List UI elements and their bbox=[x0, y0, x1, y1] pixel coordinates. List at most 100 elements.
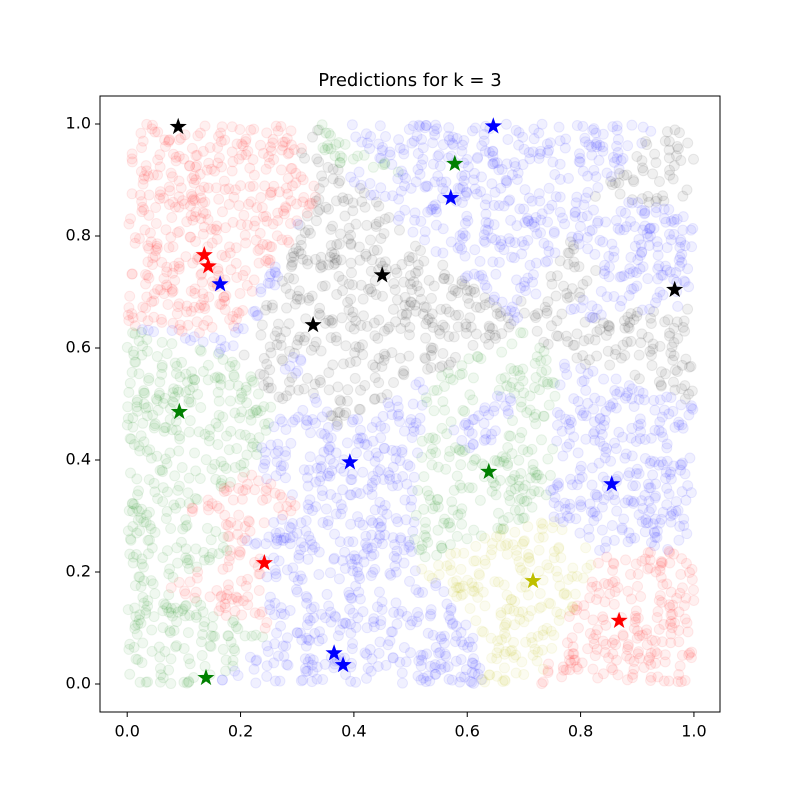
prediction-point bbox=[607, 121, 619, 133]
prediction-point bbox=[617, 339, 629, 351]
prediction-point bbox=[454, 676, 466, 688]
prediction-point bbox=[509, 595, 521, 607]
prediction-point bbox=[331, 288, 343, 300]
prediction-point bbox=[403, 123, 415, 135]
prediction-point bbox=[136, 142, 148, 154]
prediction-point bbox=[200, 454, 212, 466]
prediction-point bbox=[347, 153, 359, 165]
prediction-point bbox=[323, 367, 335, 379]
prediction-point bbox=[345, 293, 357, 305]
prediction-point bbox=[600, 216, 612, 228]
prediction-point bbox=[314, 454, 326, 466]
prediction-point bbox=[469, 183, 481, 195]
prediction-point bbox=[389, 539, 401, 551]
prediction-point bbox=[524, 153, 536, 165]
prediction-point bbox=[433, 569, 445, 581]
star-point bbox=[373, 266, 391, 283]
prediction-point bbox=[290, 243, 302, 255]
prediction-point bbox=[587, 124, 599, 136]
prediction-point bbox=[534, 148, 546, 160]
prediction-point bbox=[368, 189, 380, 201]
prediction-point bbox=[664, 169, 676, 181]
prediction-point bbox=[636, 555, 648, 567]
prediction-point bbox=[365, 570, 377, 582]
prediction-point bbox=[423, 312, 435, 324]
prediction-point bbox=[420, 676, 432, 688]
prediction-point bbox=[417, 142, 429, 154]
prediction-point bbox=[555, 608, 567, 620]
prediction-point bbox=[242, 478, 254, 490]
prediction-point bbox=[597, 471, 609, 483]
prediction-point bbox=[187, 381, 199, 393]
prediction-point bbox=[396, 667, 408, 679]
prediction-point bbox=[529, 221, 541, 233]
prediction-point bbox=[591, 137, 603, 149]
prediction-point bbox=[211, 220, 223, 232]
prediction-point bbox=[375, 232, 387, 244]
prediction-point bbox=[518, 536, 530, 548]
prediction-point bbox=[303, 224, 315, 236]
prediction-point bbox=[577, 572, 589, 584]
prediction-point bbox=[473, 568, 485, 580]
prediction-point bbox=[313, 156, 325, 168]
prediction-point bbox=[630, 468, 642, 480]
prediction-point bbox=[388, 550, 400, 562]
prediction-point bbox=[499, 675, 511, 687]
prediction-point bbox=[506, 338, 518, 350]
prediction-point bbox=[386, 409, 398, 421]
prediction-point bbox=[375, 420, 387, 432]
prediction-point bbox=[610, 654, 622, 666]
prediction-point bbox=[685, 487, 697, 499]
prediction-point bbox=[203, 291, 215, 303]
prediction-point bbox=[187, 195, 199, 207]
prediction-point bbox=[140, 607, 152, 619]
prediction-point bbox=[487, 145, 499, 157]
prediction-point bbox=[524, 259, 536, 271]
prediction-point bbox=[660, 472, 672, 484]
prediction-point bbox=[500, 617, 512, 629]
prediction-point bbox=[234, 123, 246, 135]
prediction-point bbox=[586, 479, 598, 491]
prediction-point bbox=[350, 131, 362, 143]
prediction-point bbox=[616, 524, 628, 536]
prediction-point bbox=[685, 224, 697, 236]
prediction-point bbox=[522, 215, 534, 227]
prediction-point bbox=[454, 230, 466, 242]
prediction-point bbox=[275, 164, 287, 176]
prediction-point bbox=[653, 594, 665, 606]
prediction-point bbox=[554, 173, 566, 185]
prediction-point bbox=[645, 317, 657, 329]
prediction-point bbox=[345, 592, 357, 604]
prediction-point bbox=[654, 340, 666, 352]
prediction-point bbox=[215, 601, 227, 613]
prediction-point bbox=[653, 376, 665, 388]
prediction-point bbox=[345, 229, 357, 241]
prediction-point bbox=[561, 368, 573, 380]
prediction-point bbox=[394, 415, 406, 427]
prediction-point bbox=[248, 663, 260, 675]
prediction-point bbox=[223, 198, 235, 210]
prediction-point bbox=[651, 292, 663, 304]
prediction-point bbox=[281, 658, 293, 670]
prediction-point bbox=[271, 339, 283, 351]
prediction-point bbox=[218, 531, 230, 543]
prediction-point bbox=[594, 234, 606, 246]
prediction-point bbox=[259, 180, 271, 192]
prediction-point bbox=[264, 591, 276, 603]
prediction-point bbox=[323, 444, 335, 456]
prediction-point bbox=[582, 643, 594, 655]
prediction-point bbox=[553, 500, 565, 512]
prediction-point bbox=[629, 240, 641, 252]
prediction-point bbox=[345, 675, 357, 687]
prediction-point bbox=[665, 466, 677, 478]
prediction-point bbox=[552, 571, 564, 583]
prediction-point bbox=[157, 192, 169, 204]
prediction-point bbox=[560, 664, 572, 676]
prediction-point bbox=[277, 640, 289, 652]
prediction-point bbox=[635, 337, 647, 349]
prediction-point bbox=[235, 219, 247, 231]
prediction-point bbox=[626, 119, 638, 131]
prediction-point bbox=[530, 257, 542, 269]
prediction-point bbox=[650, 206, 662, 218]
prediction-point bbox=[436, 422, 448, 434]
